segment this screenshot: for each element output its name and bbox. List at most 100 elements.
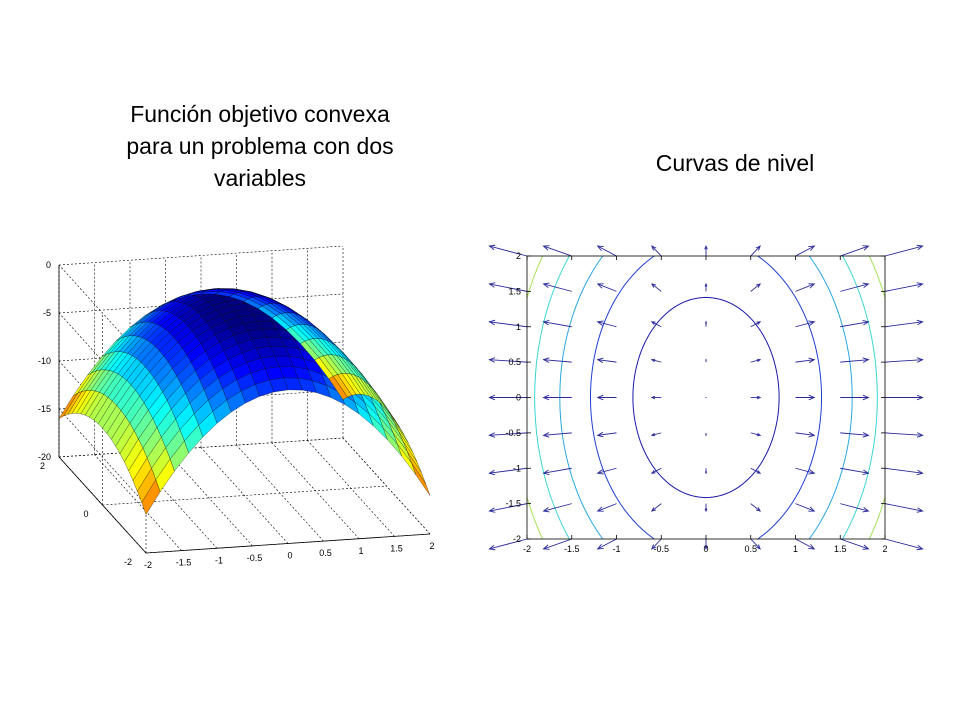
- x-tick-label: 1.5: [390, 543, 403, 553]
- quiver-arrow: [795, 320, 816, 328]
- x-tick-label: 0.5: [744, 544, 757, 554]
- quiver-arrow: [704, 282, 708, 292]
- z-tick-label: 0: [46, 260, 51, 270]
- y-tick-label: -2: [513, 534, 521, 544]
- x-tick-label: -1: [612, 544, 620, 554]
- contour-title: Curvas de nivel: [655, 150, 815, 176]
- grid-line: [165, 449, 253, 547]
- quiver-arrow: [840, 467, 870, 475]
- quiver-arrow: [840, 282, 870, 292]
- quiver-arrow: [840, 432, 870, 438]
- grid-line: [58, 293, 344, 314]
- quiver-arrow: [488, 467, 528, 476]
- axis-line: [58, 456, 147, 554]
- quiver-arrow: [750, 283, 762, 292]
- x-tick-label: -1.5: [176, 558, 192, 568]
- contour-line: [589, 256, 822, 539]
- surface-patch: [58, 393, 78, 419]
- quiver-arrow: [840, 357, 870, 363]
- x-tick-label: -0.5: [247, 553, 263, 563]
- quiver-arrow: [750, 503, 762, 512]
- x-tick-label: 1: [358, 546, 363, 556]
- quiver-arrow: [795, 283, 816, 292]
- x-tick-label: -1: [215, 555, 223, 565]
- surface-tick-labels: 0-5-10-15-20-202-2 -1.5 -1 -0.5 0 0.5 1 1.5 2: [38, 260, 435, 570]
- quiver-arrow: [840, 320, 870, 328]
- quiver-arrow: [704, 468, 708, 475]
- quiver-arrow: [596, 431, 617, 438]
- x-tick-label: 0: [703, 544, 708, 554]
- quiver-arrow: [596, 320, 617, 328]
- quiver-arrow: [650, 283, 662, 292]
- surface-patches: [58, 288, 431, 516]
- quiver-arrow: [884, 503, 924, 513]
- y-tick-label: -1.5: [505, 499, 521, 509]
- grid-line: [94, 454, 182, 551]
- z-tick-label: -15: [38, 404, 51, 414]
- quiver-arrow: [795, 431, 816, 438]
- quiver-arrow: [488, 319, 528, 328]
- quiver-arrow: [750, 321, 762, 328]
- quiver-arrow: [650, 321, 662, 328]
- contour-line: [632, 296, 780, 499]
- x-tick-label: 1: [793, 544, 798, 554]
- y-tick-label: 1.5: [508, 286, 521, 296]
- quiver-arrow: [704, 244, 708, 256]
- grid-line: [58, 437, 344, 458]
- surface-title: Función objetivo convexa para un problem…: [80, 98, 440, 194]
- quiver-arrow: [840, 503, 870, 513]
- quiver-arrow: [542, 320, 572, 328]
- quiver-arrow: [884, 538, 924, 551]
- quiver-arrow: [542, 394, 572, 401]
- quiver-arrow: [795, 394, 816, 401]
- contour-axes: -2 -1.5 -1 -0.5 0 0.5 1 1.5 2 -2 -1.5 -1 -0.5 0 0.5 1 1.…: [505, 251, 887, 554]
- quiver-arrow: [840, 245, 870, 257]
- quiver-arrow: [840, 538, 870, 550]
- z-tick-label: -5: [43, 308, 51, 318]
- surface-title-line: Función objetivo convexa: [130, 101, 390, 127]
- quiver-arrow: [704, 539, 708, 551]
- quiver-arrow: [542, 282, 572, 292]
- y-tick-label: -2: [124, 557, 132, 567]
- quiver-arrow: [750, 395, 762, 400]
- x-tick-label: -2: [523, 544, 531, 554]
- grid-line: [58, 245, 344, 266]
- grid-line: [200, 447, 289, 544]
- y-tick-label: 1: [516, 322, 521, 332]
- quiver-arrow: [488, 357, 528, 363]
- quiver-arrow: [795, 245, 816, 257]
- quiver-arrow: [750, 358, 762, 363]
- quiver-arrow: [795, 503, 816, 512]
- quiver-arrow: [596, 467, 617, 475]
- x-tick-label: 2: [882, 544, 887, 554]
- quiver-arrow: [795, 538, 816, 550]
- quiver-arrow: [884, 357, 924, 363]
- quiver-arrow: [840, 394, 870, 401]
- quiver-arrow: [795, 467, 816, 475]
- quiver-arrow: [705, 358, 707, 363]
- quiver-arrow: [542, 467, 572, 475]
- quiver-arrow: [705, 432, 707, 437]
- x-tick-label: 2: [429, 541, 434, 551]
- y-tick-label: 2: [516, 251, 521, 261]
- quiver-arrow: [488, 394, 527, 401]
- grid-line: [58, 408, 147, 506]
- y-tick-label: -1: [513, 463, 521, 473]
- surface-title-line: variables: [213, 165, 307, 191]
- grid-line: [129, 452, 218, 549]
- quiver-arrow: [596, 503, 617, 512]
- quiver-arrow: [488, 244, 528, 257]
- quiver-arrow: [650, 432, 662, 437]
- quiver-arrow: [542, 357, 572, 363]
- quiver-arrow: [651, 538, 662, 550]
- x-tick-label: -0.5: [653, 544, 669, 554]
- y-tick-label: 2: [40, 461, 45, 471]
- contour-line: [534, 256, 878, 539]
- quiver-arrow: [596, 538, 617, 550]
- quiver-arrow: [542, 503, 572, 513]
- quiver-arrow: [488, 503, 528, 513]
- x-tick-label: -1.5: [564, 544, 580, 554]
- quiver-arrow: [704, 320, 708, 327]
